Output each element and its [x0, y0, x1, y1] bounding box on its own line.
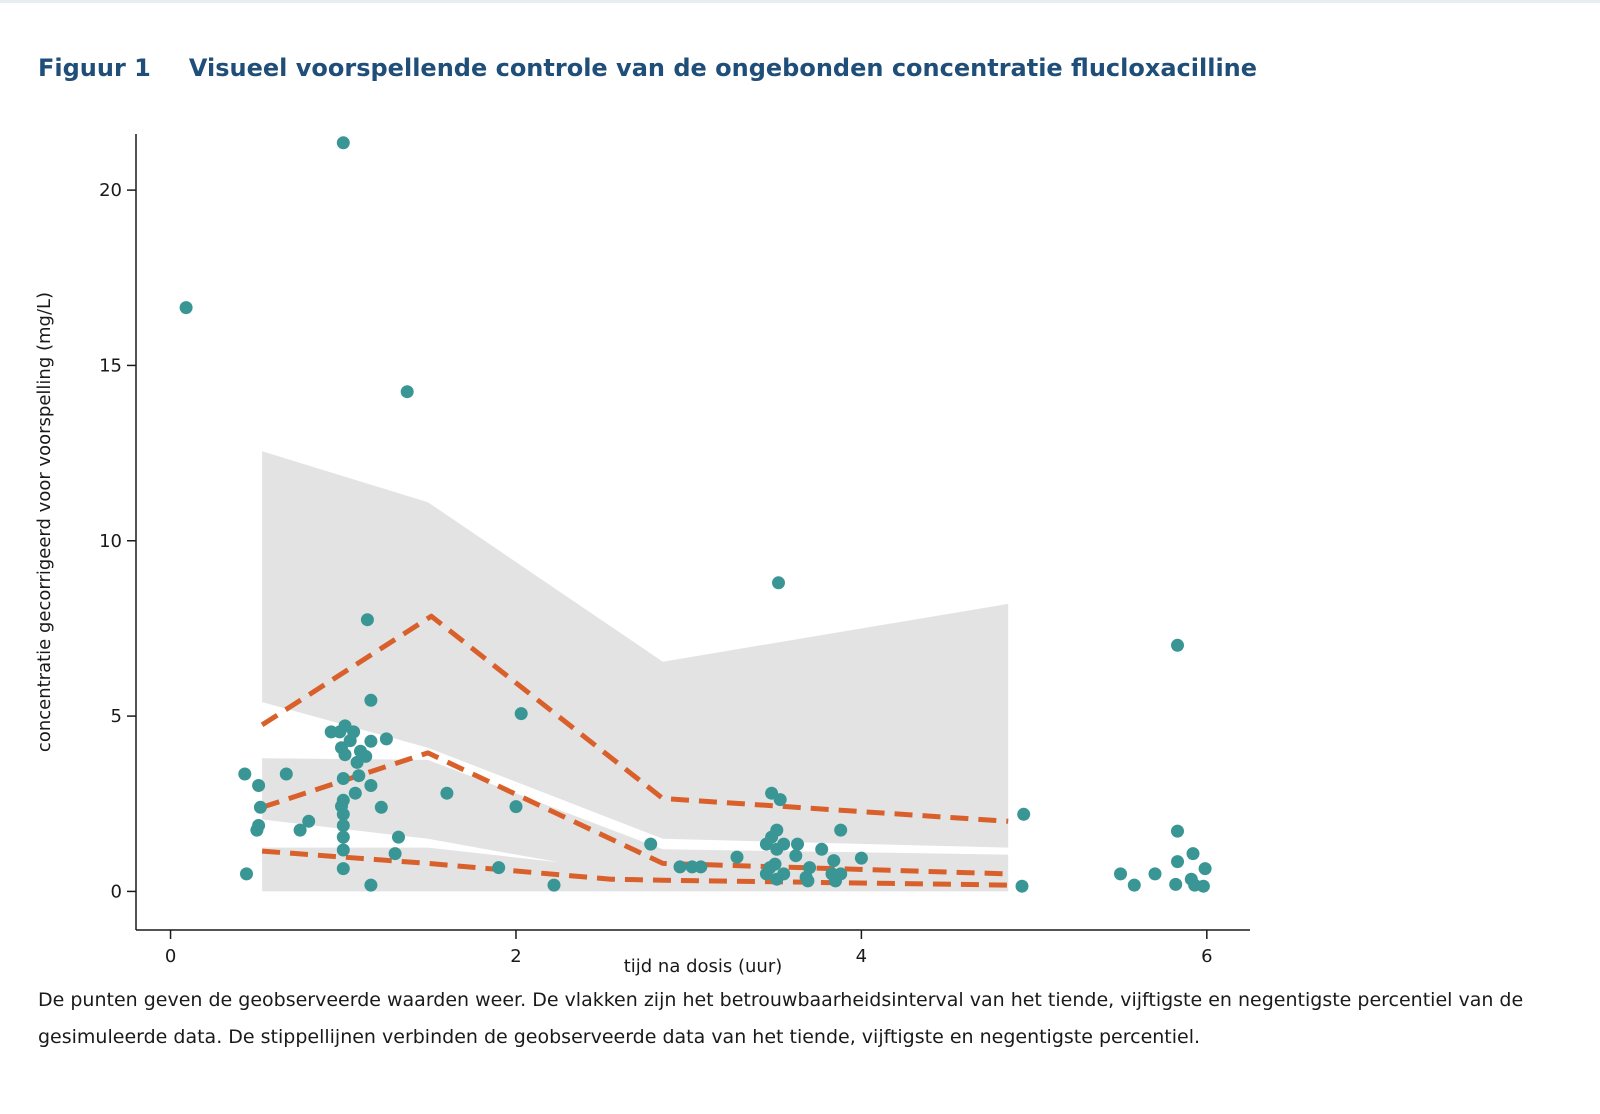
data-point [336, 843, 350, 857]
data-point [336, 136, 350, 150]
data-point [1015, 879, 1029, 893]
observed-percentile-line-1 [260, 613, 1009, 824]
data-point [547, 878, 561, 892]
data-point [348, 786, 362, 800]
data-point [673, 860, 687, 874]
data-point [388, 847, 402, 861]
data-point [770, 872, 784, 886]
data-point [1127, 878, 1141, 892]
y-tick-label: 10 [99, 531, 122, 552]
data-point [336, 819, 350, 832]
data-point [730, 850, 744, 864]
data-point [1114, 867, 1127, 881]
data-point [1196, 879, 1210, 893]
figure-label: Figuur 1 [38, 54, 151, 82]
data-point [240, 867, 253, 881]
data-point [364, 693, 378, 707]
y-axis-title: concentratie gecorrigeerd voor voorspell… [34, 292, 55, 752]
data-point [253, 800, 267, 814]
data-point [1198, 862, 1212, 876]
data-point [801, 874, 815, 888]
data-point [400, 385, 414, 399]
data-point [694, 860, 708, 874]
data-point [360, 613, 374, 627]
data-point [293, 823, 307, 837]
data-point [250, 823, 264, 837]
caption-text: De punten geven de geobserveerde waarden… [38, 989, 1524, 1048]
data-point [759, 837, 773, 851]
data-point [440, 786, 454, 800]
data-point [789, 849, 803, 863]
data-point [829, 874, 842, 888]
data-point [803, 861, 817, 875]
data-point [1171, 638, 1184, 652]
figure-caption: De punten geven de geobserveerde waarden… [38, 982, 1578, 1056]
x-tick-label: 6 [1201, 946, 1212, 967]
data-point [1171, 824, 1184, 838]
y-tick-label: 0 [111, 881, 122, 902]
data-point [352, 769, 366, 783]
figure-title: Figuur 1 Visueel voorspellende controle v… [38, 54, 1257, 82]
data-point [791, 837, 804, 851]
y-tick-label: 20 [99, 180, 122, 201]
data-point [644, 837, 658, 851]
data-point [815, 842, 829, 856]
data-point [492, 861, 506, 875]
data-point [374, 800, 388, 814]
data-point [343, 734, 357, 748]
data-point [364, 779, 378, 792]
data-point [1017, 807, 1031, 821]
data-point [336, 830, 350, 844]
data-point [759, 867, 773, 881]
data-point [336, 772, 350, 785]
data-point [514, 707, 528, 721]
data-point [238, 767, 252, 781]
x-tick-label: 0 [165, 946, 176, 967]
x-axis-title: tijd na dosis (uur) [624, 956, 783, 977]
data-point [252, 779, 266, 792]
data-point [1171, 855, 1184, 869]
figure-title-text: Visueel voorspellende controle van de on… [188, 54, 1258, 82]
data-point [773, 793, 787, 807]
vpc-chart: 0 5 10 15 20 0 2 4 6 tijd na dosis (uur) concentra… [34, 134, 1250, 977]
y-tick-label: 15 [99, 355, 122, 376]
top-rule [0, 0, 1600, 3]
data-point [364, 878, 378, 892]
data-point [772, 576, 785, 590]
y-tick-label: 5 [111, 706, 122, 727]
data-point [392, 830, 405, 844]
data-point [338, 748, 352, 762]
data-point [364, 734, 378, 748]
data-point [854, 851, 868, 865]
data-point [379, 732, 393, 746]
data-point [770, 842, 784, 856]
data-point [279, 767, 293, 781]
data-point [1186, 847, 1200, 861]
percentile-band-1 [262, 451, 1009, 848]
data-point [827, 854, 841, 868]
chart-container: 0 5 10 15 20 0 2 4 6 tijd na dosis (uur) concentra… [0, 110, 1600, 980]
data-point [336, 807, 350, 821]
data-point [509, 800, 523, 814]
data-point [179, 301, 193, 315]
data-point [336, 862, 350, 876]
x-tick-label: 4 [856, 946, 867, 967]
data-point [302, 814, 316, 828]
data-point [1148, 867, 1162, 881]
data-point [350, 755, 364, 769]
data-point [1169, 877, 1183, 891]
x-tick-label: 2 [510, 946, 521, 967]
data-point [834, 823, 848, 837]
